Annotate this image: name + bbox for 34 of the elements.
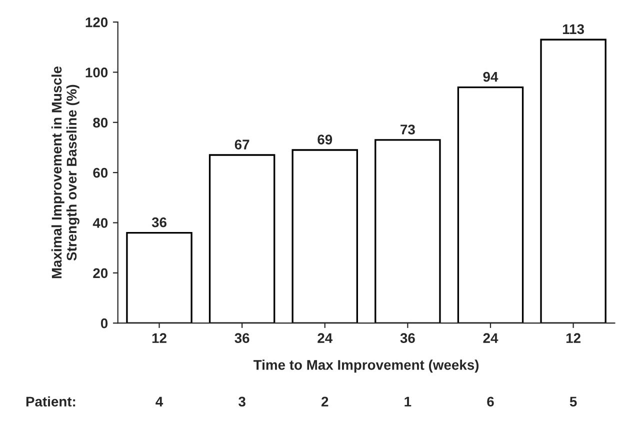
x-tick-label: 24: [483, 333, 498, 343]
y-tick-label: 20: [93, 268, 108, 278]
bar: [208, 154, 276, 324]
y-tick-label: 40: [92, 218, 108, 228]
x-tick-label: 36: [234, 333, 250, 344]
x-tick-label: 12: [566, 333, 580, 343]
y-tick-label: 80: [93, 118, 108, 128]
data-label: 94: [483, 72, 498, 82]
y-tick-label: 100: [86, 68, 108, 78]
text: 5: [570, 396, 577, 407]
y-tick-label: 0: [100, 318, 108, 328]
text: 3: [238, 396, 246, 407]
y-tick-label: 120: [86, 17, 108, 28]
data-label: 73: [400, 124, 415, 134]
data-label: 36: [152, 217, 166, 228]
x-tick-label: 24: [318, 333, 333, 343]
x-tick-label: 12: [152, 333, 166, 343]
x-tick-label: 36: [400, 333, 415, 344]
bar: [457, 86, 524, 324]
data-label: 69: [318, 134, 332, 144]
text: 4: [156, 396, 164, 406]
y-tick-label: 60: [93, 168, 108, 178]
bar: [540, 38, 606, 324]
text: 1: [404, 396, 412, 406]
bar: [374, 139, 441, 324]
bar: [126, 232, 192, 324]
data-label: 67: [234, 140, 250, 150]
bar: [292, 149, 358, 324]
text: Patient:: [26, 396, 76, 407]
x-axis-title: Time to Max Improvement (weeks): [253, 360, 479, 373]
data-label: 113: [562, 24, 584, 34]
y-axis-title: Maximal Improvement in Muscle Strength over Baseline (%): [51, 66, 80, 278]
text: 2: [321, 396, 328, 406]
text: 6: [487, 396, 494, 407]
